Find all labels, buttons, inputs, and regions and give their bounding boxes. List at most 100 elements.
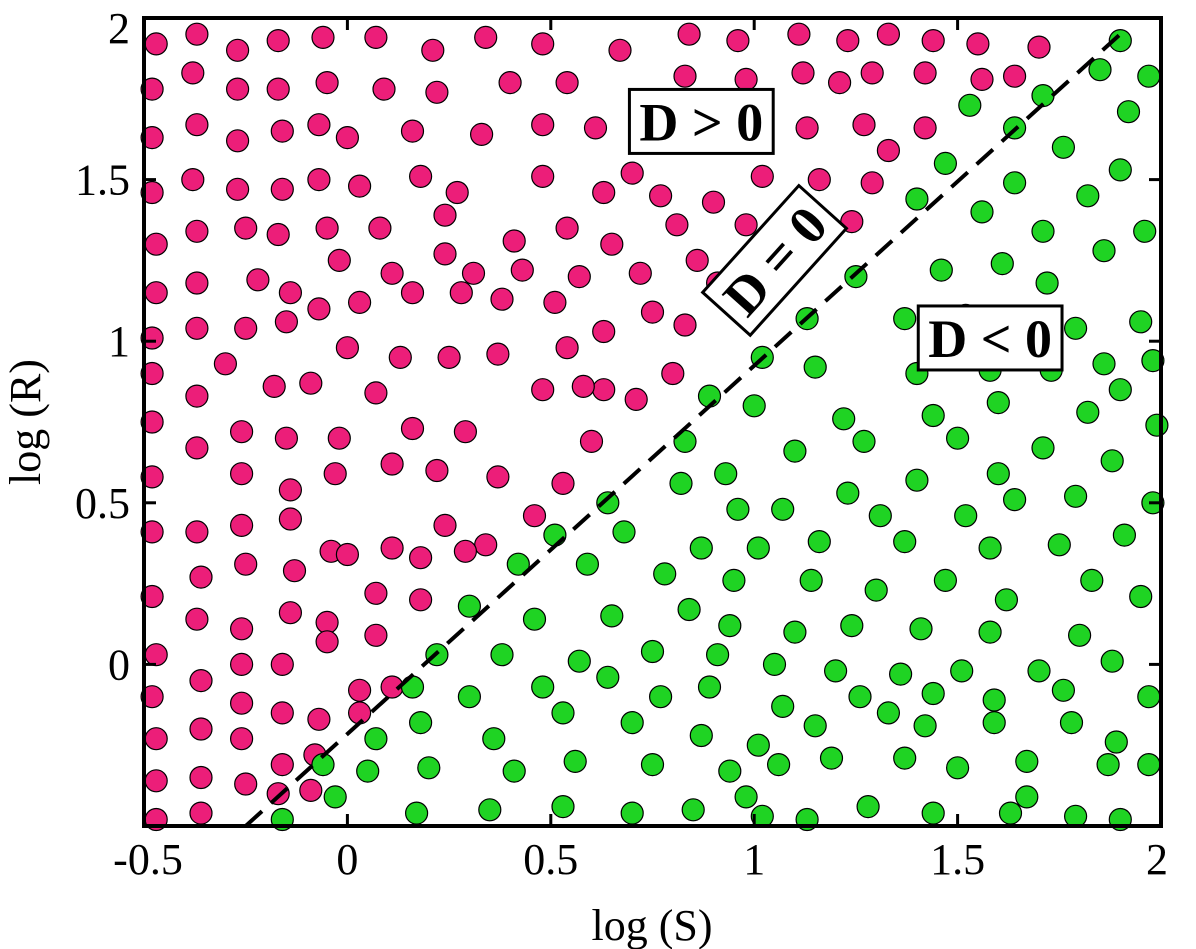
green-point bbox=[848, 685, 872, 709]
pink-point bbox=[421, 38, 445, 62]
green-point bbox=[783, 620, 807, 644]
green-point bbox=[478, 798, 502, 822]
green-point bbox=[1116, 100, 1141, 124]
green-point bbox=[921, 801, 945, 825]
annotation-text: D < 0 bbox=[928, 309, 1052, 369]
green-point bbox=[958, 93, 982, 117]
pink-point bbox=[189, 717, 213, 741]
green-point bbox=[864, 578, 888, 602]
pink-point bbox=[144, 727, 168, 751]
x-tick-label: 0.5 bbox=[523, 835, 578, 884]
region-annotation: D > 0 bbox=[627, 87, 775, 155]
green-point bbox=[1080, 568, 1104, 593]
pink-point bbox=[299, 371, 323, 395]
green-point bbox=[726, 497, 750, 521]
pink-point bbox=[335, 542, 359, 567]
pink-point bbox=[827, 70, 852, 95]
pink-point bbox=[555, 70, 579, 95]
pink-point bbox=[555, 336, 579, 360]
pink-point bbox=[620, 161, 644, 185]
ticks-layer: -0.5 0 0.5 1 1.5 2 0 0.5 1 1.5 2 bbox=[75, 4, 1168, 884]
pink-point bbox=[140, 465, 164, 489]
green-point bbox=[1108, 28, 1132, 53]
green-point bbox=[482, 727, 506, 751]
green-point bbox=[982, 688, 1006, 712]
pink-point bbox=[266, 222, 290, 247]
green-point bbox=[640, 752, 665, 777]
pink-point bbox=[876, 22, 901, 46]
pink-point bbox=[282, 559, 307, 583]
pink-point bbox=[364, 381, 388, 405]
annotation-box bbox=[700, 183, 849, 338]
pink-point bbox=[185, 316, 209, 340]
pink-point bbox=[425, 80, 449, 104]
green-point bbox=[978, 536, 1002, 560]
pink-point bbox=[433, 242, 457, 266]
pink-point bbox=[299, 778, 323, 803]
green-point bbox=[1145, 413, 1169, 437]
pink-point bbox=[327, 426, 351, 450]
green-point bbox=[950, 659, 974, 683]
green-point bbox=[998, 801, 1023, 825]
x-tick-label: 0 bbox=[336, 835, 358, 884]
pink-point bbox=[348, 174, 372, 198]
pink-point bbox=[315, 70, 339, 95]
green-point bbox=[970, 200, 994, 224]
pink-point bbox=[860, 61, 884, 85]
green-point bbox=[921, 403, 945, 428]
green-point bbox=[832, 407, 856, 431]
green-point bbox=[836, 481, 860, 505]
pink-point bbox=[315, 630, 339, 654]
pink-point bbox=[502, 229, 526, 253]
green-point bbox=[1002, 171, 1027, 195]
annotation-box bbox=[627, 87, 775, 155]
pink-point bbox=[486, 342, 510, 366]
pink-point bbox=[531, 378, 555, 402]
pink-point bbox=[474, 533, 498, 557]
pink-point bbox=[140, 77, 164, 101]
pink-point bbox=[140, 520, 164, 544]
pink-point bbox=[640, 300, 665, 324]
pink-point bbox=[608, 38, 632, 62]
pink-point bbox=[226, 77, 250, 101]
green-point bbox=[697, 675, 722, 699]
pink-point bbox=[266, 77, 290, 101]
pink-point bbox=[185, 436, 209, 460]
pink-point bbox=[453, 539, 477, 563]
pink-point bbox=[913, 116, 937, 140]
green-point bbox=[1035, 271, 1059, 295]
pink-point bbox=[807, 168, 831, 192]
green-point bbox=[742, 394, 766, 418]
pink-point bbox=[364, 581, 388, 605]
green-point bbox=[746, 536, 770, 560]
pink-point bbox=[144, 232, 168, 256]
green-point bbox=[876, 701, 901, 725]
green-point bbox=[551, 701, 575, 725]
green-point bbox=[669, 471, 693, 495]
pink-point bbox=[1027, 35, 1051, 59]
pink-point bbox=[388, 345, 412, 369]
green-point bbox=[522, 607, 547, 631]
green-point bbox=[409, 710, 433, 735]
pink-point bbox=[226, 177, 250, 201]
pink-point bbox=[278, 507, 302, 531]
pink-point bbox=[189, 668, 213, 693]
pink-point bbox=[335, 336, 359, 360]
pink-point bbox=[144, 643, 168, 667]
green-point bbox=[994, 588, 1019, 612]
pink-point bbox=[185, 113, 209, 137]
green-point bbox=[323, 785, 347, 809]
green-point bbox=[840, 613, 864, 638]
pink-point bbox=[335, 126, 359, 150]
pink-point bbox=[230, 513, 254, 538]
green-point bbox=[1108, 378, 1132, 402]
green-point bbox=[1137, 64, 1161, 88]
pink-point bbox=[185, 384, 209, 408]
pink-point bbox=[433, 513, 457, 538]
green-point bbox=[705, 643, 730, 667]
green-point bbox=[596, 491, 620, 515]
pink-point bbox=[189, 565, 213, 589]
pink-point bbox=[226, 129, 250, 153]
green-point bbox=[1059, 710, 1084, 735]
pink-point bbox=[531, 32, 555, 56]
